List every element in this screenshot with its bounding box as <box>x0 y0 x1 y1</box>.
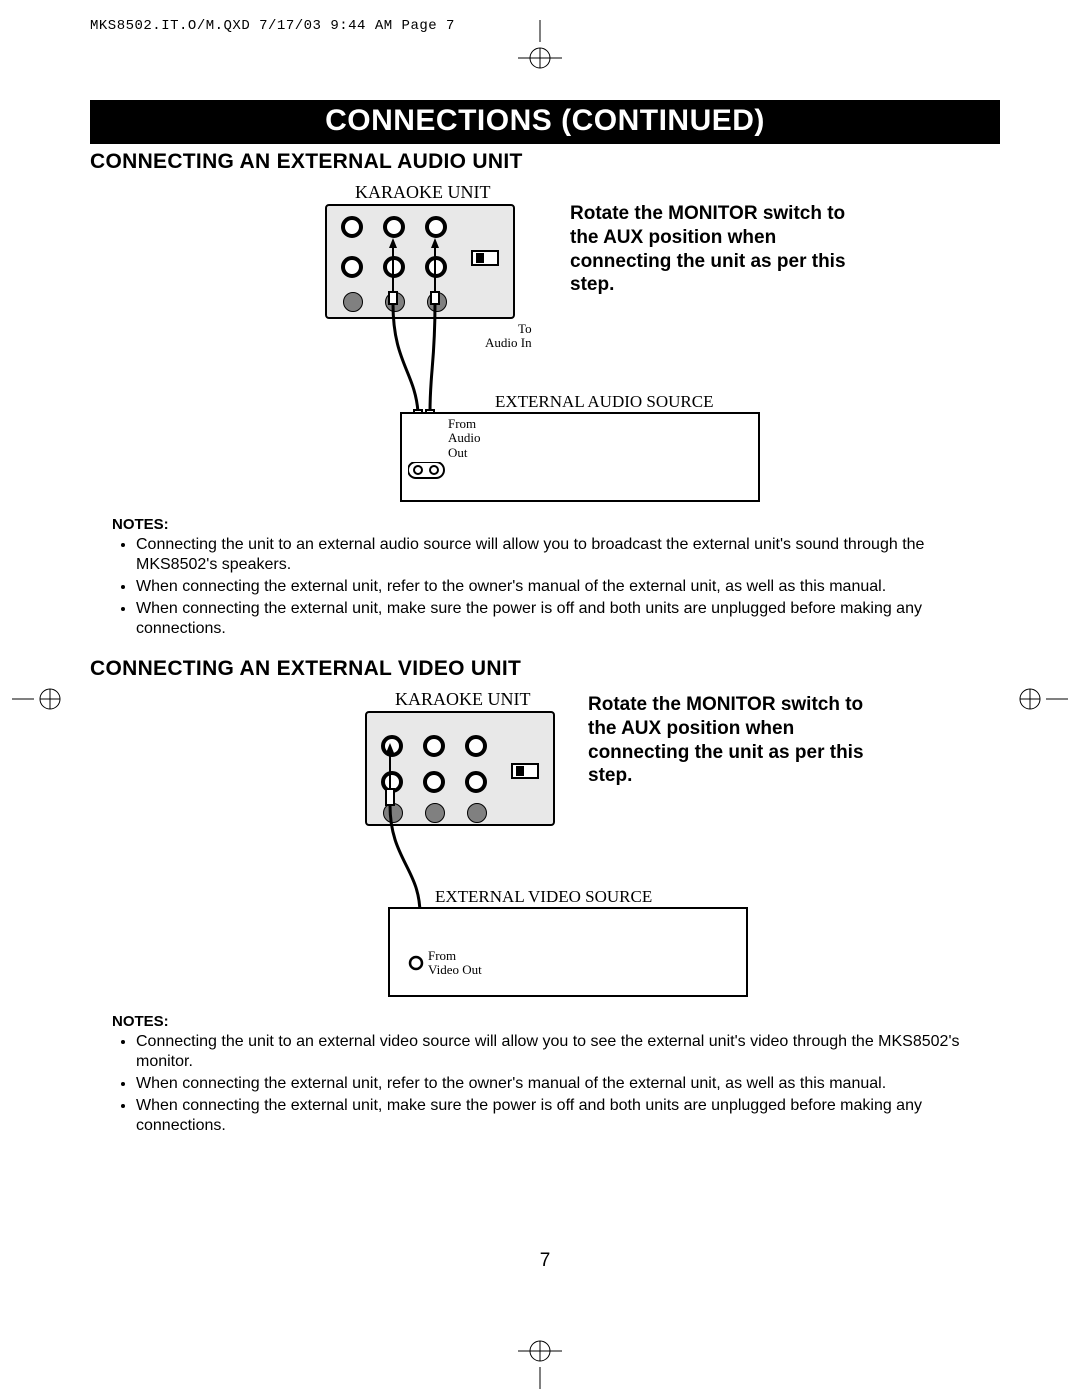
audio-out-jacks-icon <box>408 462 448 480</box>
video-diagram: KARAOKE UNIT To videoIn <box>270 689 890 1009</box>
note-item: When connecting the external unit, make … <box>136 1096 990 1136</box>
video-notes-heading: NOTES: <box>112 1013 1000 1030</box>
note-item: When connecting the external unit, refer… <box>136 577 990 597</box>
page-number: 7 <box>540 1250 551 1272</box>
note-item: When connecting the external unit, make … <box>136 599 990 639</box>
crop-mark-left <box>12 669 72 729</box>
from-video-out-label: FromVideo Out <box>428 949 482 978</box>
audio-section-heading: CONNECTING AN EXTERNAL AUDIO UNIT <box>90 150 1000 174</box>
content-area: CONNECTIONS (CONTINUED) CONNECTING AN EX… <box>90 100 1000 1146</box>
audio-instruction: Rotate the MONITOR switch to the AUX pos… <box>570 202 870 297</box>
crop-mark-right <box>1008 669 1068 729</box>
crop-mark-top <box>510 20 570 80</box>
note-item: Connecting the unit to an external audio… <box>136 535 990 575</box>
audio-diagram: KARAOKE UNIT ToAudio In <box>270 182 890 512</box>
page: MKS8502.IT.O/M.QXD 7/17/03 9:44 AM Page … <box>0 0 1080 1397</box>
external-video-label: EXTERNAL VIDEO SOURCE <box>435 887 652 907</box>
note-item: When connecting the external unit, refer… <box>136 1074 990 1094</box>
note-item: Connecting the unit to an external video… <box>136 1032 990 1072</box>
page-title-bar: CONNECTIONS (CONTINUED) <box>90 100 1000 144</box>
video-notes-list: Connecting the unit to an external video… <box>118 1032 1000 1136</box>
crop-mark-bottom <box>510 1329 570 1389</box>
from-audio-out-label: FromAudioOut <box>448 417 481 460</box>
video-section-heading: CONNECTING AN EXTERNAL VIDEO UNIT <box>90 657 1000 681</box>
video-instruction: Rotate the MONITOR switch to the AUX pos… <box>588 693 888 788</box>
print-header: MKS8502.IT.O/M.QXD 7/17/03 9:44 AM Page … <box>90 18 455 34</box>
audio-notes-list: Connecting the unit to an external audio… <box>118 535 1000 639</box>
video-out-jack-icon <box>408 955 424 971</box>
audio-notes-heading: NOTES: <box>112 516 1000 533</box>
external-audio-label: EXTERNAL AUDIO SOURCE <box>495 392 713 412</box>
